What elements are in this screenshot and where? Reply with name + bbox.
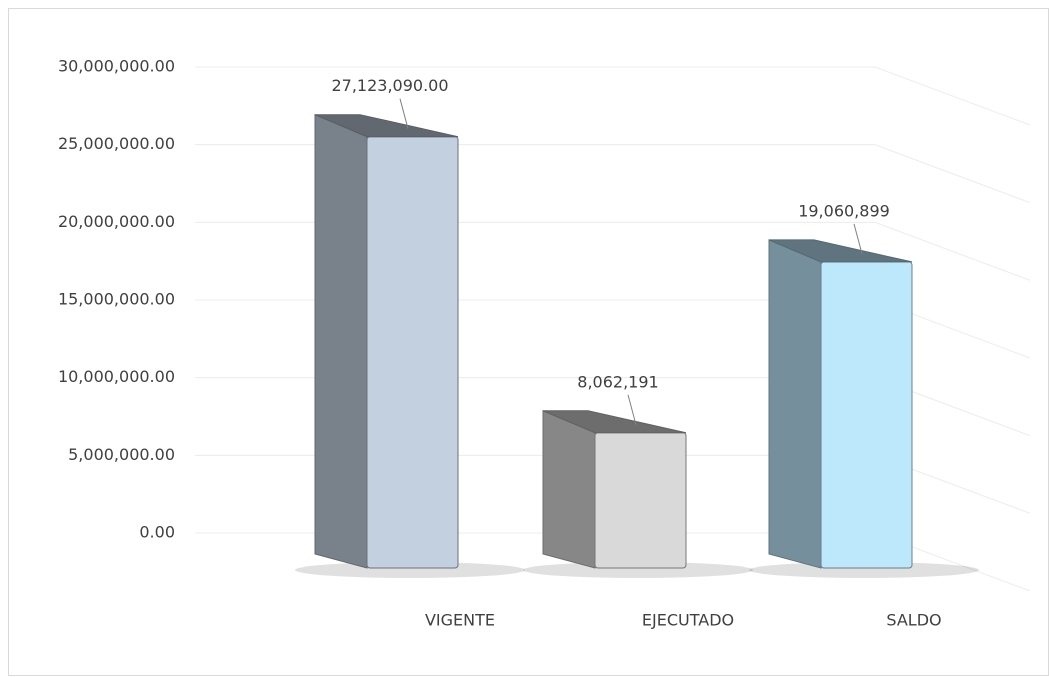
leader-line xyxy=(853,223,863,255)
bar xyxy=(594,432,687,569)
y-tick-label: 0.00 xyxy=(139,523,175,542)
bar-top xyxy=(314,114,459,138)
bar xyxy=(366,136,459,569)
y-tick-label: 5,000,000.00 xyxy=(68,445,175,464)
bar-top xyxy=(768,239,913,263)
bar-shadow xyxy=(749,562,979,578)
leader-line xyxy=(399,98,409,129)
y-tick-label: 30,000,000.00 xyxy=(58,57,175,76)
x-tick-label: VIGENTE xyxy=(425,611,495,630)
leader-line xyxy=(627,394,637,425)
bar-shadow xyxy=(295,562,525,578)
y-tick-label: 25,000,000.00 xyxy=(58,134,175,153)
bar xyxy=(820,261,913,569)
y-tick-label: 10,000,000.00 xyxy=(58,367,175,386)
grid-line-side xyxy=(874,66,1031,126)
y-tick-label: 15,000,000.00 xyxy=(58,290,175,309)
x-tick-label: EJECUTADO xyxy=(642,611,734,630)
y-tick-label: 20,000,000.00 xyxy=(58,212,175,231)
bar-side xyxy=(314,113,368,569)
data-label: 8,062,191 xyxy=(577,372,658,391)
bar-top xyxy=(542,410,687,434)
data-label: 19,060,899 xyxy=(798,201,890,220)
bar-side xyxy=(768,239,822,569)
grid-line-side xyxy=(874,144,1031,204)
data-label: 27,123,090.00 xyxy=(331,76,448,95)
x-tick-label: SALDO xyxy=(886,611,941,630)
bar-shadow xyxy=(523,562,753,578)
grid-line-side xyxy=(874,221,1031,281)
bar-side xyxy=(542,410,596,569)
